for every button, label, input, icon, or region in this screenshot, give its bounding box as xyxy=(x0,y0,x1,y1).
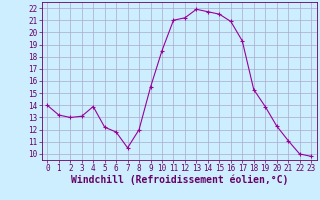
X-axis label: Windchill (Refroidissement éolien,°C): Windchill (Refroidissement éolien,°C) xyxy=(70,175,288,185)
